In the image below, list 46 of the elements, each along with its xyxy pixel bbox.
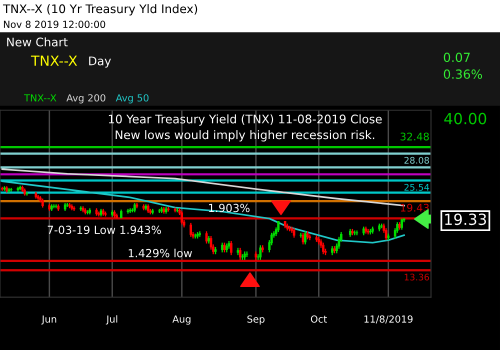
candlestick (238, 247, 242, 260)
annotation: 10 Year Treasury Yield (TNX) 11-08-2019 Close (108, 114, 382, 126)
text: TNX--X (24, 94, 56, 102)
candlestick (384, 228, 388, 241)
x-tick-label: 11/8/2019 (364, 315, 413, 324)
x-tick-label: Oct (310, 315, 327, 323)
text: 0.07 (444, 52, 470, 62)
text: New Chart (7, 37, 68, 46)
candlestick (300, 232, 302, 238)
candlestick (400, 218, 404, 230)
candlestick (254, 250, 258, 262)
y-tick-label: 19.33 (445, 214, 486, 226)
candlestick (322, 242, 324, 255)
chart-subtitle: Nov 8 2019 12:00:00 (4, 20, 106, 28)
x-tick-label: Jul (106, 315, 118, 325)
candlestick (259, 244, 262, 260)
candlestick (190, 222, 192, 238)
candlestick (292, 228, 296, 238)
ref-line-label: 13.36 (404, 274, 430, 280)
text: Avg 200 (66, 94, 106, 104)
ref-line-label: 25.54 (404, 184, 430, 191)
candlestick (221, 242, 224, 253)
text: TNX--X (30, 56, 78, 66)
candlestick (176, 208, 179, 213)
annotation: 7-03-19 Low 1.943% (48, 226, 161, 234)
chart-title: TNX--X (10 Yr Treasury Yld Index) (2, 4, 198, 16)
ref-line-label: 19.43 (400, 204, 429, 212)
candlestick (66, 202, 69, 208)
y-tick-label: 40.00 (444, 112, 486, 124)
candlestick (230, 240, 232, 256)
candlestick (180, 210, 184, 226)
candlestick (277, 220, 280, 233)
text: 0.36% (444, 69, 482, 79)
annotation: 1.903% (209, 204, 250, 212)
x-tick-label: Sep (247, 315, 265, 325)
ref-line-label: 32.48 (400, 132, 429, 140)
candlestick (304, 230, 306, 246)
annotation: New lows would imply higher recession risk. (116, 130, 374, 142)
candlestick (133, 202, 136, 213)
text: Day (89, 56, 111, 68)
ref-line-label: 28.08 (404, 156, 429, 164)
x-tick-label: Aug (172, 316, 190, 325)
annotation: 1.429% low (128, 248, 192, 258)
candlestick (194, 233, 197, 240)
text: Avg 50 (116, 94, 149, 104)
x-tick-label: Jun (41, 316, 56, 325)
